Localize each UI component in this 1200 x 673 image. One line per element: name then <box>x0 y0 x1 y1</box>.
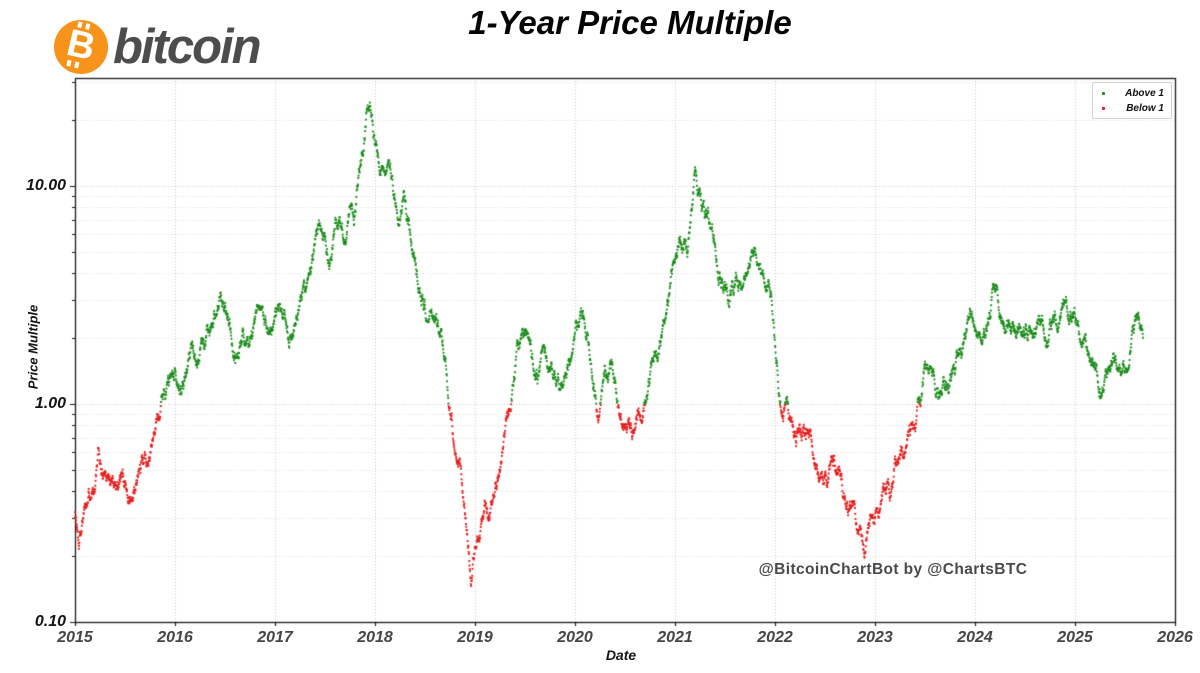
x-tick-label: 2022 <box>757 629 793 646</box>
chart-title: 1-Year Price Multiple <box>468 4 792 41</box>
x-tick-label: 2026 <box>1157 629 1193 646</box>
legend-label: Below 1 <box>1126 102 1164 114</box>
y-tick-label: 1.00 <box>34 395 66 412</box>
y-tick-label: 0.10 <box>34 613 66 630</box>
bitcoin-coin-icon: B <box>54 20 108 74</box>
x-tick-label: 2024 <box>957 629 993 646</box>
x-tick-label: 2021 <box>657 629 693 646</box>
x-axis-title: Date <box>605 647 637 663</box>
x-tick-label: 2016 <box>157 629 193 646</box>
y-tick-label: 10.00 <box>25 177 66 194</box>
legend-item: Below 1 <box>1102 101 1164 115</box>
legend-item: Above 1 <box>1102 86 1164 100</box>
legend-marker-dot-icon <box>1102 106 1105 110</box>
x-tick-label: 2023 <box>857 629 893 646</box>
y-axis-title: Price Multiple <box>25 304 41 390</box>
bitcoin-logo: B bitcoin <box>54 20 262 74</box>
x-tick-label: 2025 <box>1057 629 1093 646</box>
x-tick-label: 2017 <box>257 629 293 646</box>
legend-label: Above 1 <box>1125 87 1164 99</box>
x-tick-label: 2019 <box>457 629 493 646</box>
legend-marker-dot-icon <box>1102 91 1105 95</box>
bitcoin-wordmark: bitcoin <box>113 20 262 74</box>
legend: Above 1 Below 1 <box>1092 82 1172 119</box>
x-tick-label: 2015 <box>57 629 93 646</box>
btc-serif-bar-bottom <box>66 59 72 67</box>
x-tick-label: 2018 <box>357 629 393 646</box>
x-tick-label: 2020 <box>557 629 593 646</box>
watermark-credit: @BitcoinChartBot by @ChartsBTC <box>758 561 1028 578</box>
